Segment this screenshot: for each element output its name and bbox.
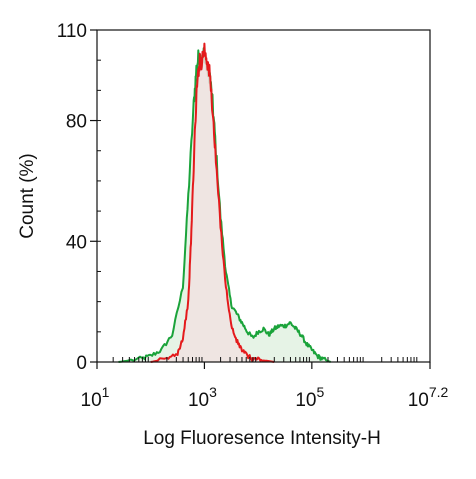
x-axis-title: Log Fluoresence Intensity-H [143,428,381,449]
minor-ticks [97,59,418,362]
y-tick-label: 110 [57,21,87,42]
series-1-line [118,46,331,363]
y-tick-label: 80 [66,112,87,133]
y-axis-title: Count (%) [17,153,38,239]
series-layer [118,42,331,363]
y-tick-label: 0 [76,353,87,374]
x-tick-label: 107.2 [408,384,449,411]
series-2-area [150,43,275,362]
x-tick-label: 103 [188,384,217,411]
x-tick-label: 101 [81,384,110,411]
plot-frame [96,29,431,363]
x-axis-ticks: 101 103 105 107.2 [81,362,449,411]
x-tick-label: 105 [295,384,324,411]
series-2-line [150,42,275,363]
y-axis-ticks: 0 40 80 110 [57,21,97,374]
y-tick-label: 40 [66,232,87,253]
